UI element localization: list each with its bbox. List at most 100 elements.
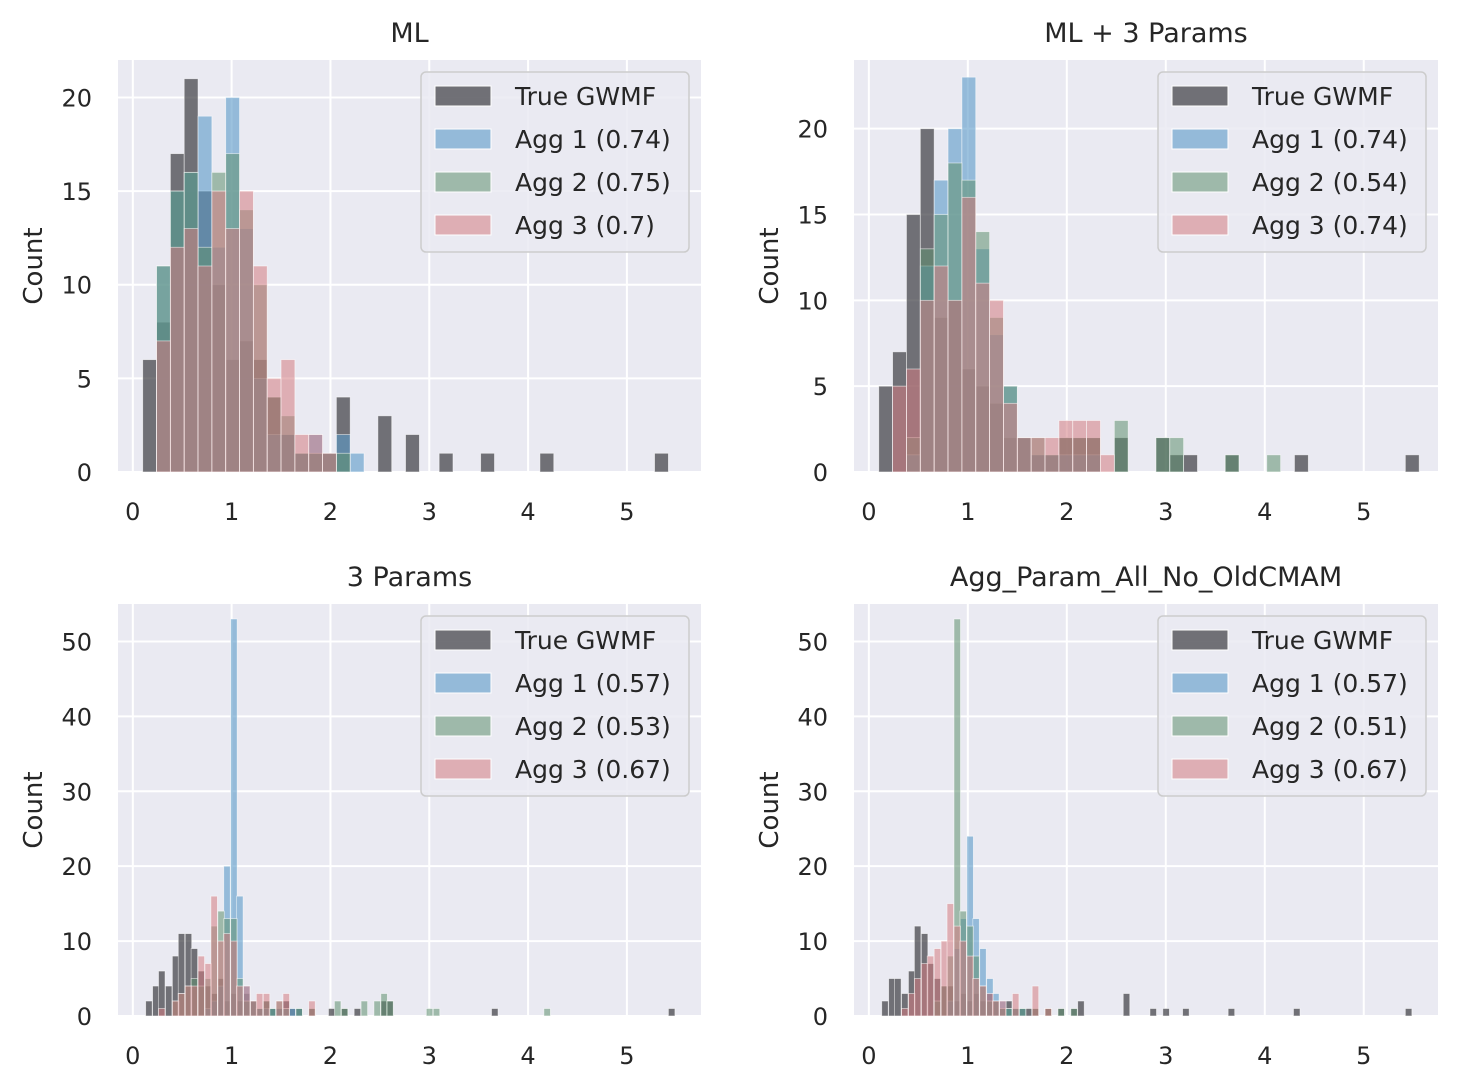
x-tick-label: 2	[323, 1042, 338, 1070]
histogram-bar	[992, 1000, 1000, 1017]
series-4	[156, 190, 337, 473]
subplot-title: Agg_Param_All_No_OldCMAM	[950, 562, 1342, 593]
histogram-bar	[282, 993, 290, 1017]
series-4	[892, 196, 1115, 473]
legend-label: Agg 1 (0.74)	[1252, 125, 1408, 154]
legend-swatch	[434, 758, 492, 780]
legend-label: Agg 2 (0.75)	[515, 168, 671, 197]
histogram-bar	[892, 385, 907, 473]
legend-label: True GWMF	[514, 82, 656, 111]
legend-swatch	[434, 629, 492, 651]
y-tick-label: 30	[61, 778, 92, 806]
y-tick-label: 15	[797, 202, 828, 230]
x-tick-label: 3	[422, 1042, 437, 1070]
legend-label: Agg 1 (0.74)	[515, 125, 671, 154]
histogram-bar	[491, 1008, 499, 1017]
histogram-bar	[197, 955, 205, 1017]
histogram-bar	[946, 903, 954, 1017]
legend-label: Agg 3 (0.67)	[1252, 755, 1408, 784]
x-tick-label: 2	[1059, 498, 1074, 526]
histogram-bar	[252, 265, 268, 473]
histogram-bar	[266, 377, 282, 473]
histogram-bar	[210, 895, 218, 1017]
legend-swatch	[434, 214, 492, 236]
histogram-bar	[1011, 993, 1020, 1017]
legend-label: True GWMF	[1251, 82, 1393, 111]
histogram-bar	[239, 190, 254, 473]
legend-swatch	[1171, 672, 1229, 694]
legend-swatch	[1171, 128, 1229, 150]
histogram-bar	[1113, 420, 1129, 473]
x-tick-label: 1	[224, 1042, 239, 1070]
subplot-title: 3 Params	[347, 562, 472, 593]
legend-swatch	[1171, 85, 1229, 107]
x-tick-label: 1	[960, 498, 975, 526]
histogram-bar	[975, 282, 991, 473]
legend-swatch	[1171, 171, 1229, 193]
legend-box	[1157, 615, 1427, 797]
histogram-bar	[190, 985, 199, 1017]
legend-swatch	[434, 171, 492, 193]
x-tick-label: 0	[125, 1042, 140, 1070]
histogram-bar	[1404, 454, 1420, 473]
x-tick-label: 3	[1158, 498, 1173, 526]
histogram-bar	[1224, 454, 1240, 473]
histogram-bar	[1086, 420, 1101, 473]
histogram-bar	[177, 993, 186, 1017]
legend-label: Agg 2 (0.51)	[1252, 712, 1408, 741]
histogram-bar	[906, 368, 921, 473]
histogram-bar	[360, 1000, 369, 1017]
histogram-bar	[156, 340, 171, 473]
histogram-bar	[223, 933, 231, 1017]
x-tick-label: 5	[619, 1042, 634, 1070]
histogram-bar	[262, 993, 271, 1017]
histogram-bar	[1016, 437, 1032, 473]
subplot-title: ML + 3 Params	[1044, 18, 1248, 49]
histogram-bar	[294, 434, 310, 473]
legend-box	[420, 615, 690, 797]
histogram-bar	[1072, 420, 1088, 473]
legend-swatch	[1171, 629, 1229, 651]
histogram-bar	[1404, 1008, 1413, 1017]
histogram-bar	[425, 1008, 434, 1017]
histogram-bar	[145, 1000, 153, 1017]
x-tick-label: 2	[1059, 1042, 1074, 1070]
histogram-bar	[979, 985, 987, 1017]
y-tick-label: 0	[813, 459, 828, 487]
histogram-bar	[386, 1000, 394, 1017]
histogram-bar	[255, 993, 264, 1017]
histogram-bar	[1266, 454, 1282, 473]
histogram-bar	[1149, 1008, 1157, 1017]
histogram-bar	[1057, 1008, 1065, 1017]
histogram-bar	[881, 1000, 889, 1017]
histogram-bar	[438, 452, 454, 473]
y-tick-label: 50	[797, 628, 828, 656]
y-tick-label: 20	[797, 853, 828, 881]
legend-label: Agg 1 (0.57)	[515, 669, 671, 698]
legend: True GWMF Agg 1 (0.57) Agg 2 (0.51) Agg 3 (…	[1157, 615, 1427, 797]
legend-label: True GWMF	[514, 626, 656, 655]
series-4	[901, 903, 1052, 1017]
histogram-bar	[1162, 1008, 1170, 1017]
histogram-bar	[295, 1008, 303, 1017]
legend-box	[1157, 71, 1427, 253]
histogram-bar	[1031, 985, 1040, 1017]
histogram-bar	[1070, 1008, 1078, 1017]
y-tick-label: 20	[61, 84, 92, 112]
histogram-bar	[353, 1008, 362, 1017]
histogram-bar	[972, 978, 980, 1017]
histogram-bar	[169, 246, 185, 473]
histogram-bar	[947, 299, 963, 473]
legend-swatch	[1171, 758, 1229, 780]
y-tick-label: 10	[61, 928, 92, 956]
histogram-bar	[377, 415, 393, 473]
legend: True GWMF Agg 1 (0.74) Agg 2 (0.54) Agg 3 (…	[1157, 71, 1427, 253]
histogram-bar	[183, 228, 199, 473]
y-tick-label: 20	[797, 116, 828, 144]
series-4	[158, 895, 316, 1017]
legend-label: True GWMF	[1251, 626, 1393, 655]
subplot-4: 0 1 2 3 4 501020304050Agg_Param_All_No_OldCMA…	[755, 562, 1438, 1070]
y-tick-label: 10	[61, 272, 92, 300]
